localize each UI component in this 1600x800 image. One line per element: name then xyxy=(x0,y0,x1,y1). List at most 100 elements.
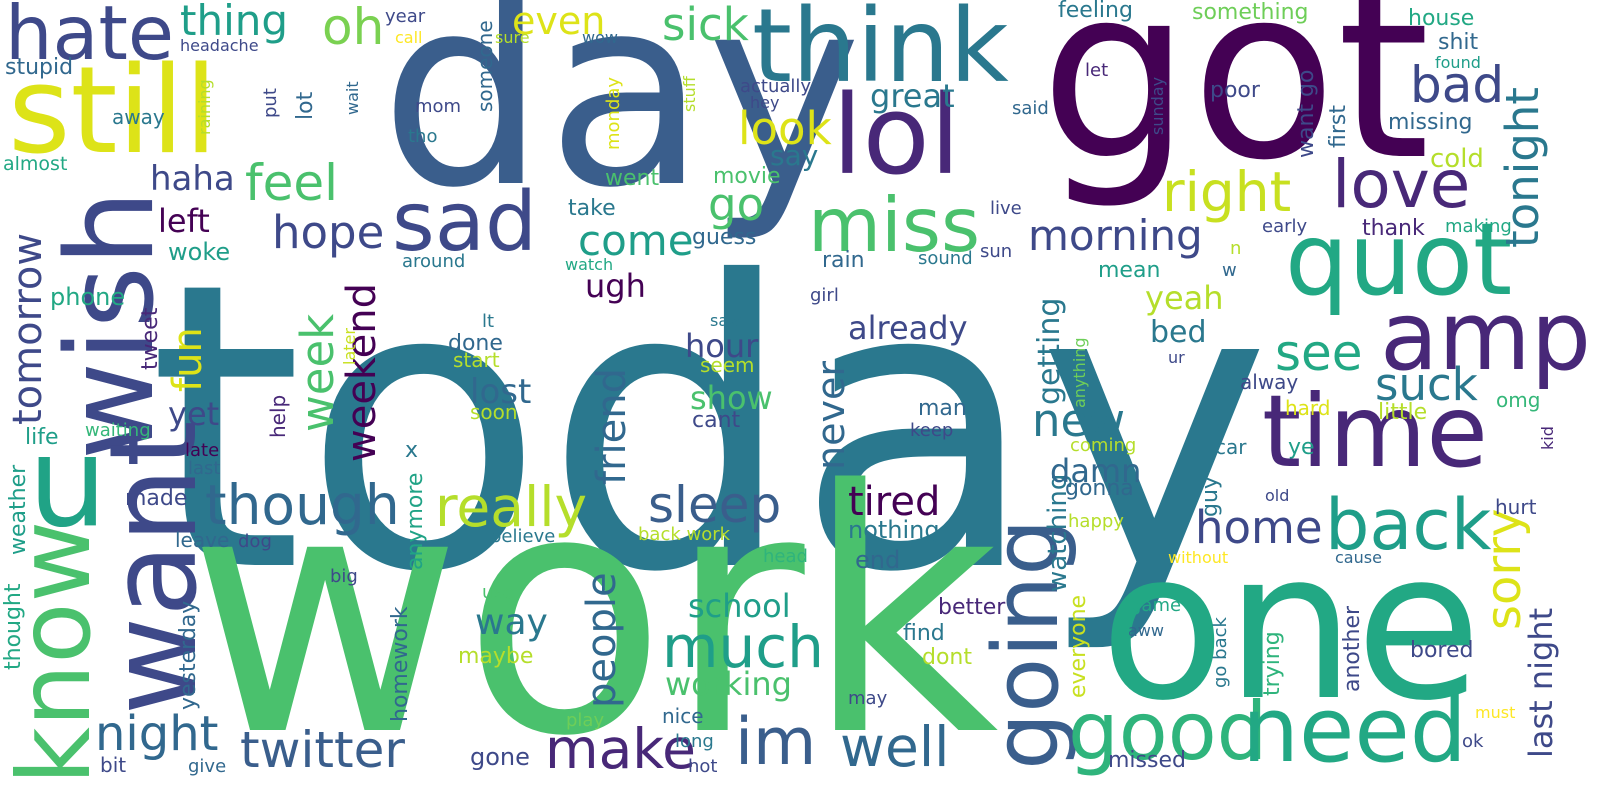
word: already xyxy=(848,309,968,347)
word: alway xyxy=(1240,370,1299,394)
word: tho xyxy=(408,126,438,147)
word: missed xyxy=(1108,748,1186,773)
word: anything xyxy=(1070,337,1089,408)
word: fun xyxy=(165,327,211,392)
word: homework xyxy=(388,606,413,722)
word: getting xyxy=(1032,297,1067,405)
word: lot xyxy=(293,91,318,120)
word: new xyxy=(1032,394,1126,447)
word: making xyxy=(1445,216,1512,237)
word: guy xyxy=(1198,476,1223,517)
word: early xyxy=(1262,216,1308,237)
word: stuff xyxy=(680,76,699,112)
word: omg xyxy=(1496,388,1541,412)
word: show xyxy=(690,379,773,417)
word: yesterday xyxy=(176,600,201,710)
word: nice xyxy=(662,704,704,728)
word: may xyxy=(848,688,888,709)
word: good xyxy=(1068,685,1268,778)
word: kid xyxy=(1538,426,1557,450)
word: play xyxy=(566,710,605,731)
word: something xyxy=(1192,0,1309,25)
word: feel xyxy=(245,154,339,212)
word: great xyxy=(870,77,955,115)
word: done xyxy=(448,331,503,356)
word: cause xyxy=(1335,548,1382,567)
word: man xyxy=(918,396,967,421)
word: poor xyxy=(1210,78,1260,103)
word: went xyxy=(605,166,660,191)
word: big xyxy=(330,566,358,587)
word: another xyxy=(1340,605,1365,692)
word: woke xyxy=(168,238,231,266)
word: today xyxy=(148,199,1272,659)
word: later xyxy=(340,328,359,365)
word: long xyxy=(675,731,714,752)
word: way xyxy=(475,602,548,643)
word: movie xyxy=(713,164,781,189)
word: weekend xyxy=(339,282,385,462)
word: though xyxy=(205,473,400,537)
word: life xyxy=(25,425,59,450)
word: gone xyxy=(470,743,530,771)
word: one xyxy=(1100,508,1482,746)
word: go xyxy=(708,178,765,231)
word: time xyxy=(1262,373,1488,490)
word: raining xyxy=(195,79,214,135)
word: last night xyxy=(1522,607,1560,758)
word: guess xyxy=(692,225,757,250)
word: really xyxy=(435,475,588,539)
word: head xyxy=(763,546,808,567)
word: ur xyxy=(1168,348,1185,367)
word: right xyxy=(1162,160,1292,224)
word: monday xyxy=(603,76,624,150)
word: come xyxy=(578,216,694,265)
word: old xyxy=(1265,486,1290,505)
word: never xyxy=(809,361,853,470)
word: tired xyxy=(848,479,941,525)
word: let xyxy=(1085,60,1109,81)
word: home xyxy=(1195,501,1323,554)
word: go back xyxy=(1210,617,1231,688)
word: coming xyxy=(1070,435,1137,456)
word: year xyxy=(385,6,426,27)
word: got xyxy=(1040,0,1431,213)
word: headache xyxy=(180,36,259,55)
word: live xyxy=(990,198,1022,219)
word: bad xyxy=(1410,56,1505,114)
word: find xyxy=(903,621,945,646)
word: im xyxy=(735,705,817,780)
word: hate xyxy=(5,0,175,77)
word: twitter xyxy=(240,721,405,779)
word: morning xyxy=(1028,211,1203,260)
word: hope xyxy=(272,206,385,259)
word: damn xyxy=(1050,452,1142,490)
word: work xyxy=(188,420,999,800)
word: n xyxy=(1230,238,1242,259)
word: cant xyxy=(692,408,741,433)
word: yeah xyxy=(1145,279,1224,317)
word: amp xyxy=(1380,282,1592,392)
word: haha xyxy=(150,159,235,199)
word: shit xyxy=(1438,30,1479,55)
word: waiting xyxy=(85,420,151,441)
word: stupid xyxy=(5,55,74,80)
word: happy xyxy=(1068,511,1124,532)
word: back work xyxy=(638,524,731,545)
word: mean xyxy=(1098,258,1161,283)
word: quot xyxy=(1285,201,1513,318)
word: found xyxy=(1435,53,1481,72)
word: sorry xyxy=(1476,508,1532,630)
word: people xyxy=(579,572,625,708)
word: thing xyxy=(180,0,289,45)
word: leave xyxy=(175,528,230,552)
word: hot xyxy=(688,756,718,777)
word: saw xyxy=(710,311,742,330)
word: bored xyxy=(1410,638,1474,663)
word: missing xyxy=(1388,110,1473,135)
word: school xyxy=(688,587,791,625)
word: actually xyxy=(740,76,812,97)
word: ye xyxy=(1288,435,1315,460)
word: last xyxy=(188,458,221,479)
